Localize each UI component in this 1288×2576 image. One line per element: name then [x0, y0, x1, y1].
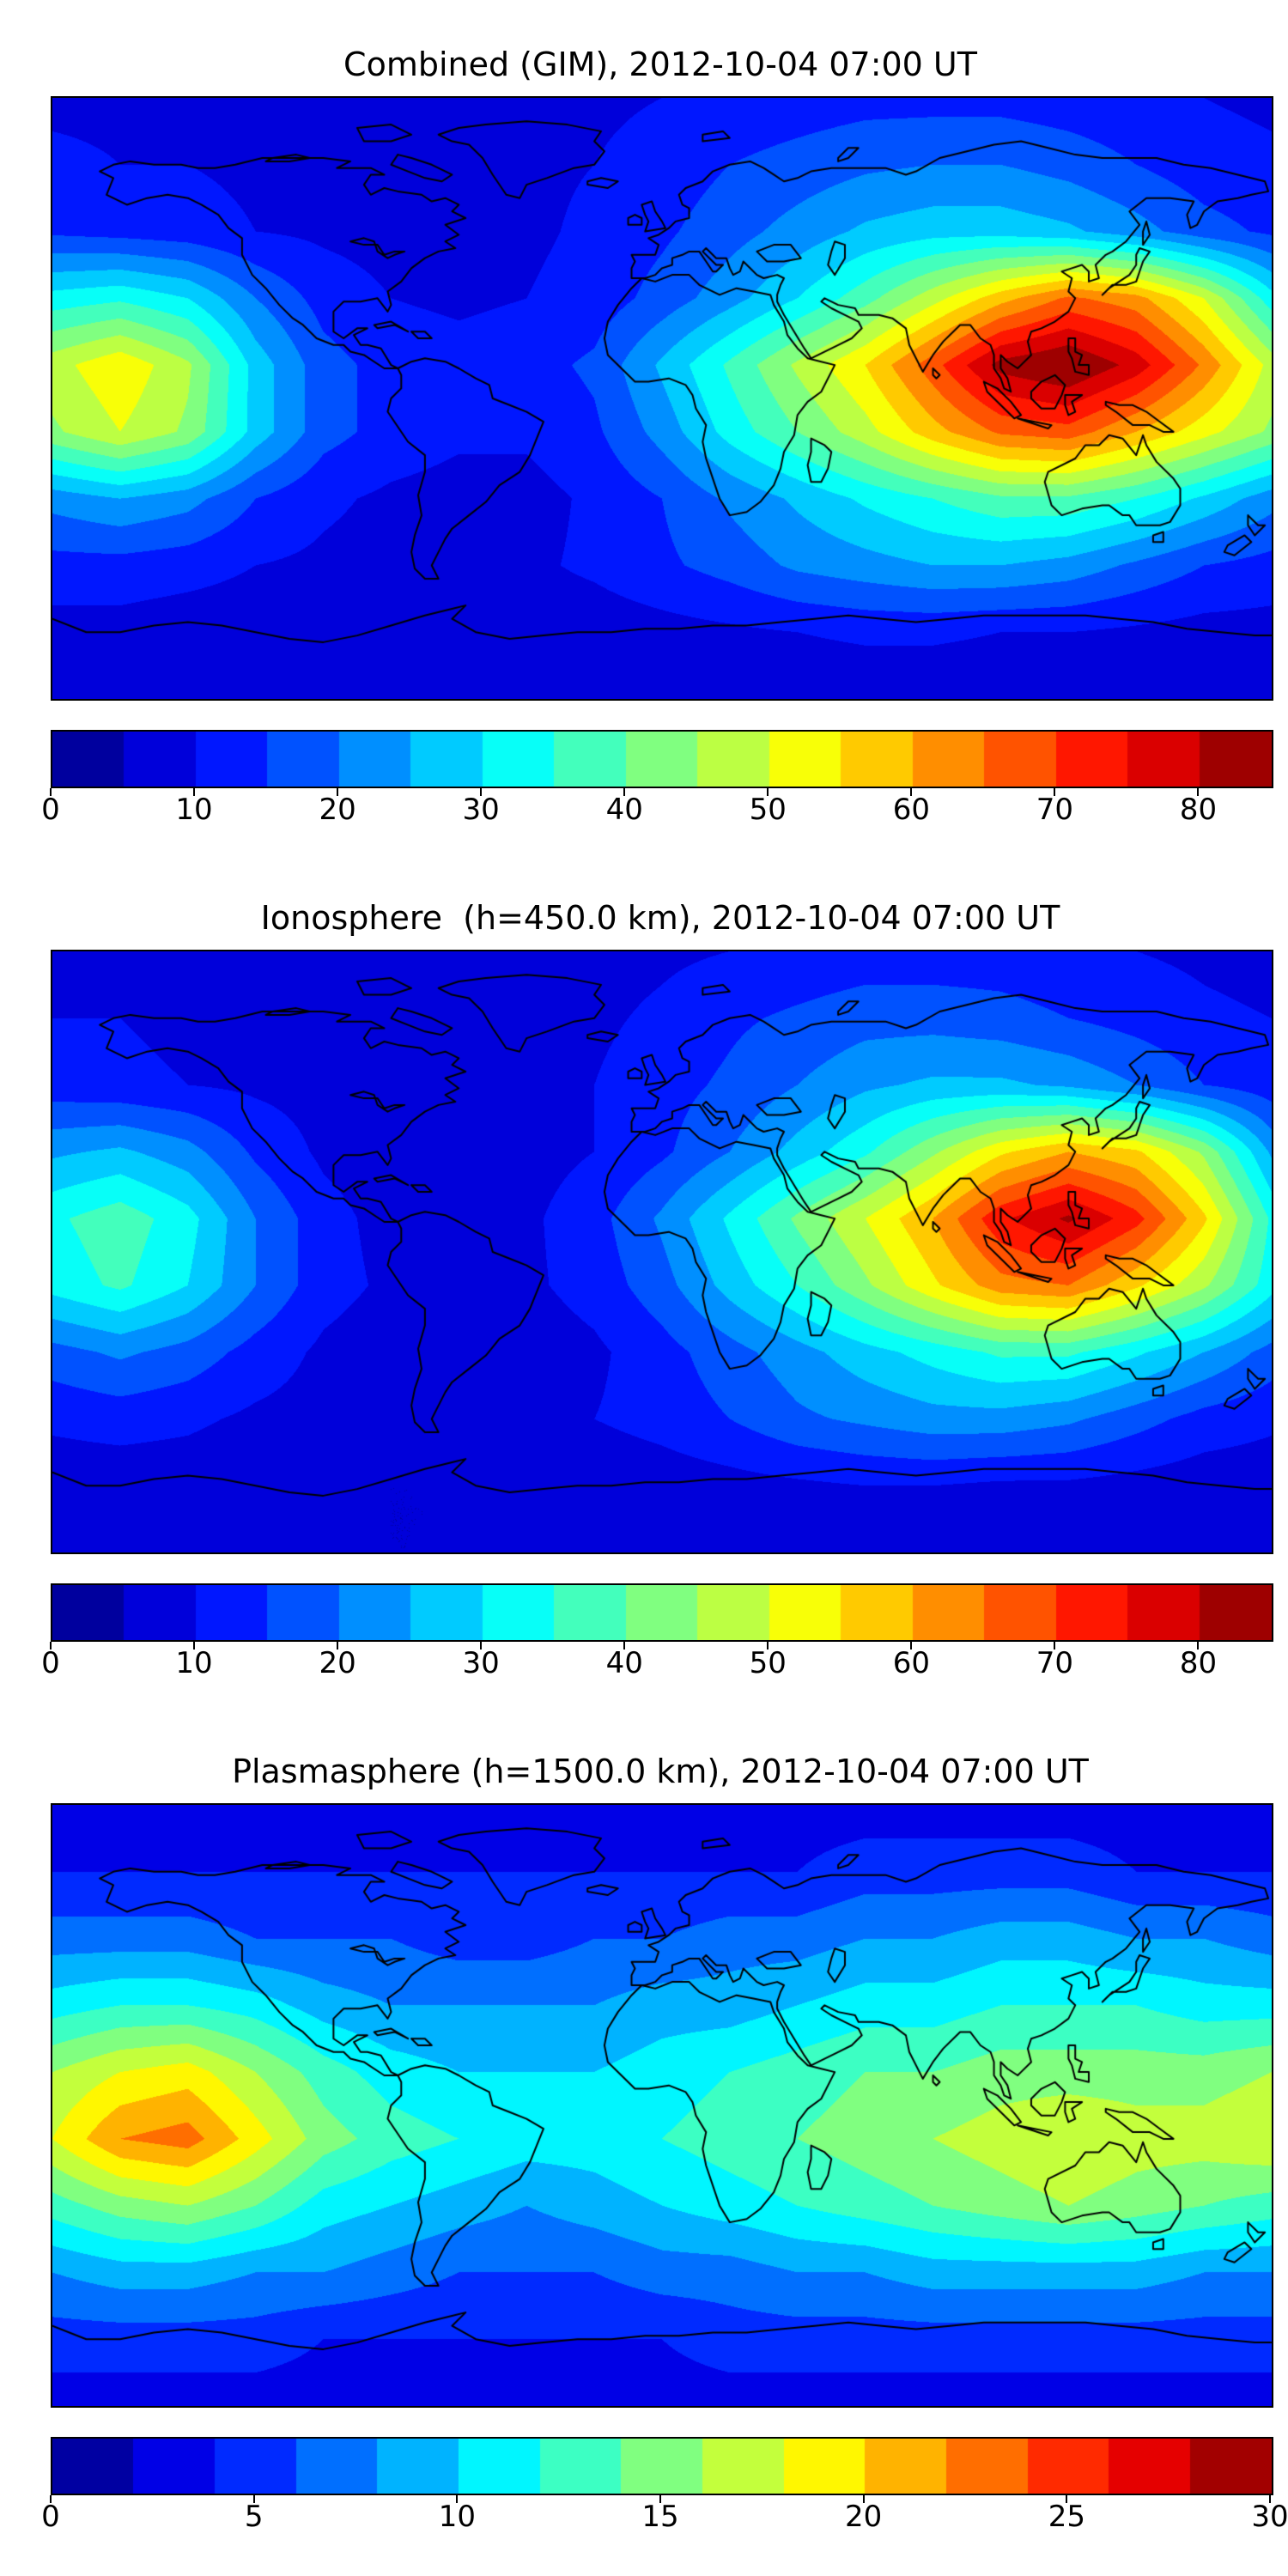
colorbar-tick-mark: [1197, 788, 1200, 796]
colorbar-tick-mark: [480, 788, 483, 796]
colorbar-tick-label: 20: [319, 1646, 356, 1680]
colorbar-tick-mark: [1269, 2495, 1271, 2503]
colorbar-tick-mark: [910, 1642, 913, 1649]
colorbar-tick-mark: [50, 2495, 52, 2503]
colorbar-tick-mark: [1066, 2495, 1068, 2503]
map-frame: [51, 96, 1273, 701]
colorbar-tick-label: 40: [605, 793, 643, 827]
panel-title: Combined (GIM), 2012-10-04 07:00 UT: [343, 46, 977, 83]
map-frame: [51, 950, 1273, 1554]
colorbar-tick-mark: [337, 1642, 339, 1649]
colorbar-tick-mark: [767, 788, 769, 796]
colorbar-canvas: [52, 2439, 1272, 2494]
colorbar-frame: [51, 2437, 1273, 2495]
colorbar-tick-row: 0 10 20 30 40 50 60 70 80: [41, 788, 1270, 829]
panel-combined: Combined (GIM), 2012-10-04 07:00 UT 0 10 2…: [41, 45, 1273, 829]
colorbar-tick-mark: [1054, 788, 1056, 796]
colorbar-tick-mark: [910, 788, 913, 796]
colorbar-tick-mark: [456, 2495, 459, 2503]
panel-ionosphere: Ionosphere (h=450.0 km), 2012-10-04 07:0…: [41, 898, 1273, 1683]
colorbar-tick-label: 70: [1036, 793, 1074, 827]
colorbar-tick-label: 80: [1179, 1646, 1218, 1680]
colorbar-tick-label: 30: [462, 793, 500, 827]
colorbar-tick-mark: [193, 1642, 196, 1649]
colorbar-tick-row: 0 10 20 30 40 50 60 70 80: [41, 1642, 1270, 1683]
colorbar-tick-label: 70: [1036, 1646, 1074, 1680]
colorbar-tick-label: 20: [845, 2500, 883, 2534]
colorbar-tick-mark: [767, 1642, 769, 1649]
colorbar-tick-row: 0 5 10 15 20 25 30: [41, 2495, 1288, 2537]
colorbar-tick-mark: [193, 788, 196, 796]
colorbar-tick-label: 0: [41, 2500, 60, 2534]
colorbar-tick-label: 60: [892, 1646, 930, 1680]
panel-title: Plasmasphere (h=1500.0 km), 2012-10-04 0…: [232, 1753, 1089, 1790]
colorbar-tick-label: 30: [1251, 2500, 1288, 2534]
colorbar-tick-mark: [862, 2495, 865, 2503]
colorbar-tick-label: 10: [175, 793, 213, 827]
colorbar-tick-mark: [1054, 1642, 1056, 1649]
colorbar-tick-mark: [50, 788, 52, 796]
colorbar-tick-mark: [50, 1642, 52, 1649]
colorbar-canvas: [52, 1585, 1272, 1640]
map-canvas: [52, 951, 1272, 1552]
colorbar-tick-label: 10: [438, 2500, 476, 2534]
colorbar-tick-mark: [659, 2495, 661, 2503]
colorbar-tick-label: 0: [41, 1646, 60, 1680]
map-canvas: [52, 98, 1272, 699]
colorbar-tick-label: 50: [749, 1646, 787, 1680]
colorbar-tick-label: 0: [41, 793, 60, 827]
colorbar-tick-label: 60: [892, 793, 930, 827]
colorbar-canvas: [52, 732, 1272, 787]
colorbar-tick-label: 20: [319, 793, 356, 827]
panel-plasmasphere: Plasmasphere (h=1500.0 km), 2012-10-04 0…: [41, 1752, 1288, 2537]
colorbar-frame: [51, 730, 1273, 788]
colorbar-tick-label: 5: [244, 2500, 264, 2534]
colorbar-tick-mark: [337, 788, 339, 796]
colorbar-tick-mark: [623, 788, 626, 796]
colorbar-tick-label: 30: [462, 1646, 500, 1680]
colorbar-tick-label: 40: [605, 1646, 643, 1680]
colorbar-tick-label: 10: [175, 1646, 213, 1680]
colorbar-tick-label: 50: [749, 793, 787, 827]
colorbar-tick-label: 15: [641, 2500, 679, 2534]
colorbar-tick-mark: [252, 2495, 255, 2503]
colorbar-tick-label: 25: [1048, 2500, 1085, 2534]
colorbar-tick-mark: [480, 1642, 483, 1649]
map-canvas: [52, 1805, 1272, 2406]
colorbar-frame: [51, 1583, 1273, 1642]
panel-title: Ionosphere (h=450.0 km), 2012-10-04 07:0…: [260, 899, 1060, 937]
colorbar-tick-label: 80: [1179, 793, 1218, 827]
map-frame: [51, 1803, 1273, 2408]
colorbar-tick-mark: [1197, 1642, 1200, 1649]
colorbar-tick-mark: [623, 1642, 626, 1649]
